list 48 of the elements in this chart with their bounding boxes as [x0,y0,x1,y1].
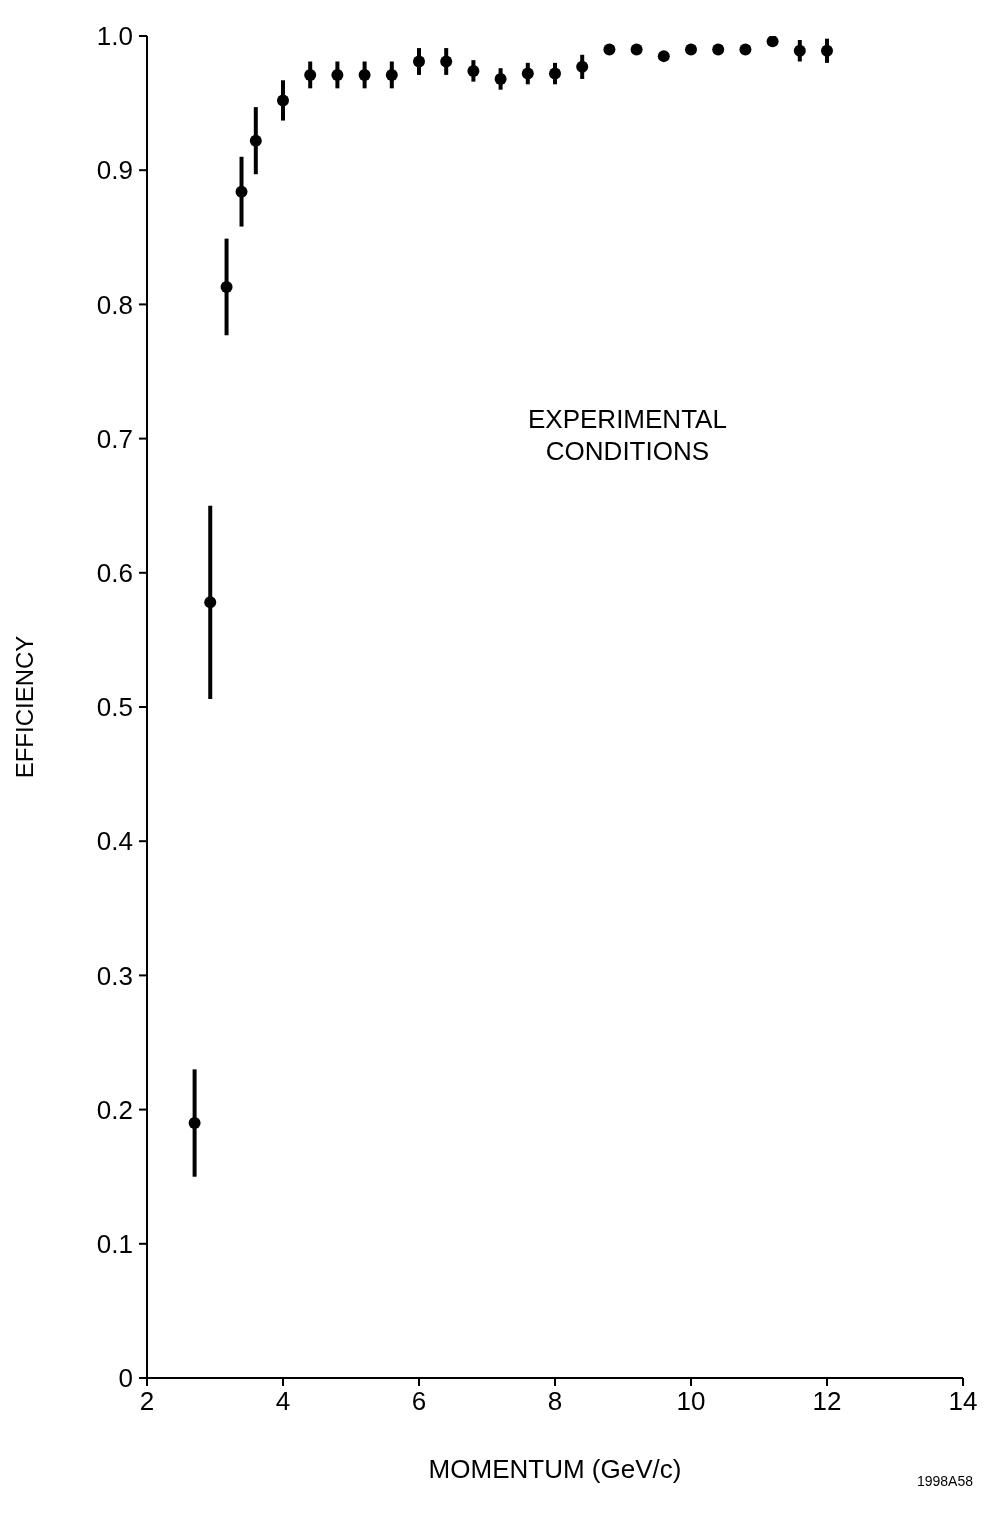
point [358,68,371,81]
point [467,64,480,77]
point [249,134,262,147]
x-tick-label: 6 [411,1386,427,1417]
y-tick-label: 0.2 [96,1094,133,1125]
point [385,68,398,81]
y-tick-label: 0 [118,1363,133,1394]
point [220,280,233,293]
point [331,68,344,81]
point [630,43,643,56]
point [766,36,779,48]
y-tick-label: 0.8 [96,289,133,320]
point [521,67,534,80]
x-tick-label: 14 [948,1386,978,1417]
point [821,44,833,57]
x-tick-label: 2 [139,1386,155,1417]
x-tick-label: 10 [676,1386,706,1417]
y-tick-label: 0.5 [96,692,133,723]
y-tick-label: 0.4 [96,826,133,857]
y-tick-label: 0.7 [96,423,133,454]
point [277,94,289,107]
x-tick-label: 4 [275,1386,291,1417]
point [685,43,697,56]
point [304,68,317,81]
point [413,55,425,68]
point [235,185,248,198]
y-tick-label: 0.3 [96,960,133,991]
y-tick-label: 1.0 [96,21,133,52]
point [712,43,725,56]
x-tick-label: 12 [812,1386,842,1417]
x-axis-title: MOMENTUM (GeV/c) [428,1454,682,1484]
point [793,44,806,57]
point [188,1117,201,1130]
point [494,72,507,85]
y-tick-label: 0.6 [96,558,133,589]
x-tick-label: 8 [547,1386,563,1417]
point [440,55,453,68]
point [603,43,616,56]
text: 1998A58 [916,1473,973,1489]
y-tick-label: 0.1 [96,1229,133,1260]
point [657,50,670,63]
point [549,67,561,80]
point [739,43,752,56]
y-tick-label: 0.9 [96,155,133,186]
point [204,596,217,609]
point [576,60,589,73]
annotation: EXPERIMENTAL CONDITIONS [528,403,727,467]
y-axis-title: EFFICIENCY [10,635,38,779]
